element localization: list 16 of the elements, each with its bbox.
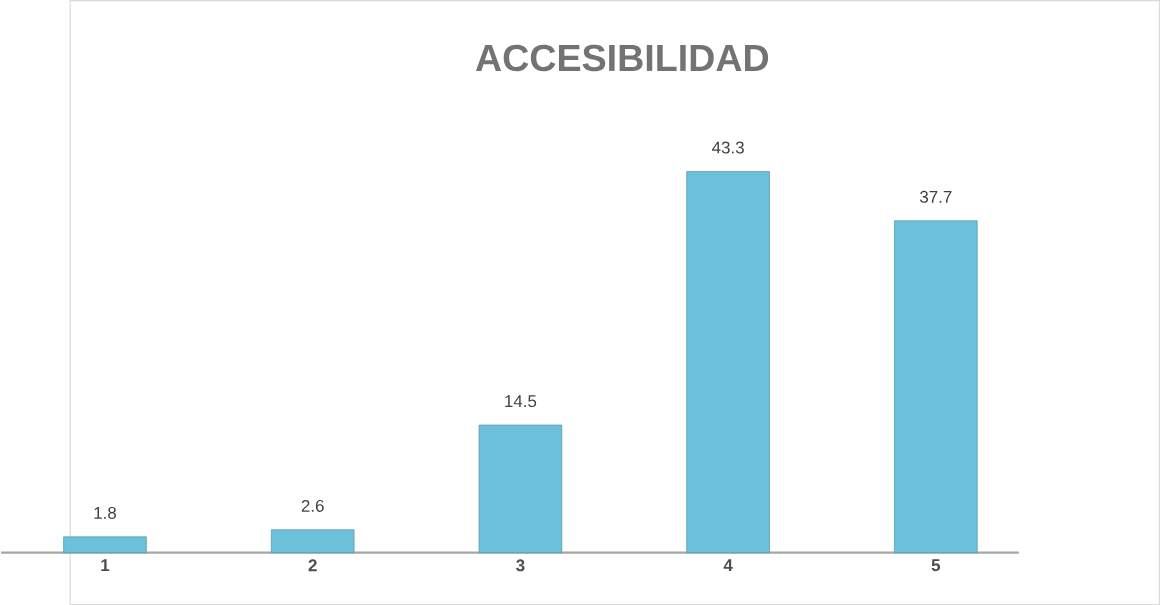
bar: [63, 536, 147, 554]
x-tick-label: 1: [101, 559, 110, 572]
bar: [894, 220, 978, 554]
data-label: 2.6: [301, 499, 324, 512]
data-label: 37.7: [919, 190, 952, 203]
data-label: 1.8: [94, 506, 117, 519]
bar: [270, 529, 355, 554]
data-label: 43.3: [712, 141, 744, 154]
chart-title: ACCESIBILIDAD: [475, 44, 769, 72]
x-tick-label: 3: [516, 559, 525, 572]
data-label: 14.5: [505, 395, 537, 408]
x-tick-label: 5: [931, 559, 941, 572]
bar: [478, 424, 563, 554]
x-tick-label: 2: [308, 559, 317, 572]
x-tick-label: 4: [723, 559, 733, 572]
bar: [686, 171, 770, 554]
